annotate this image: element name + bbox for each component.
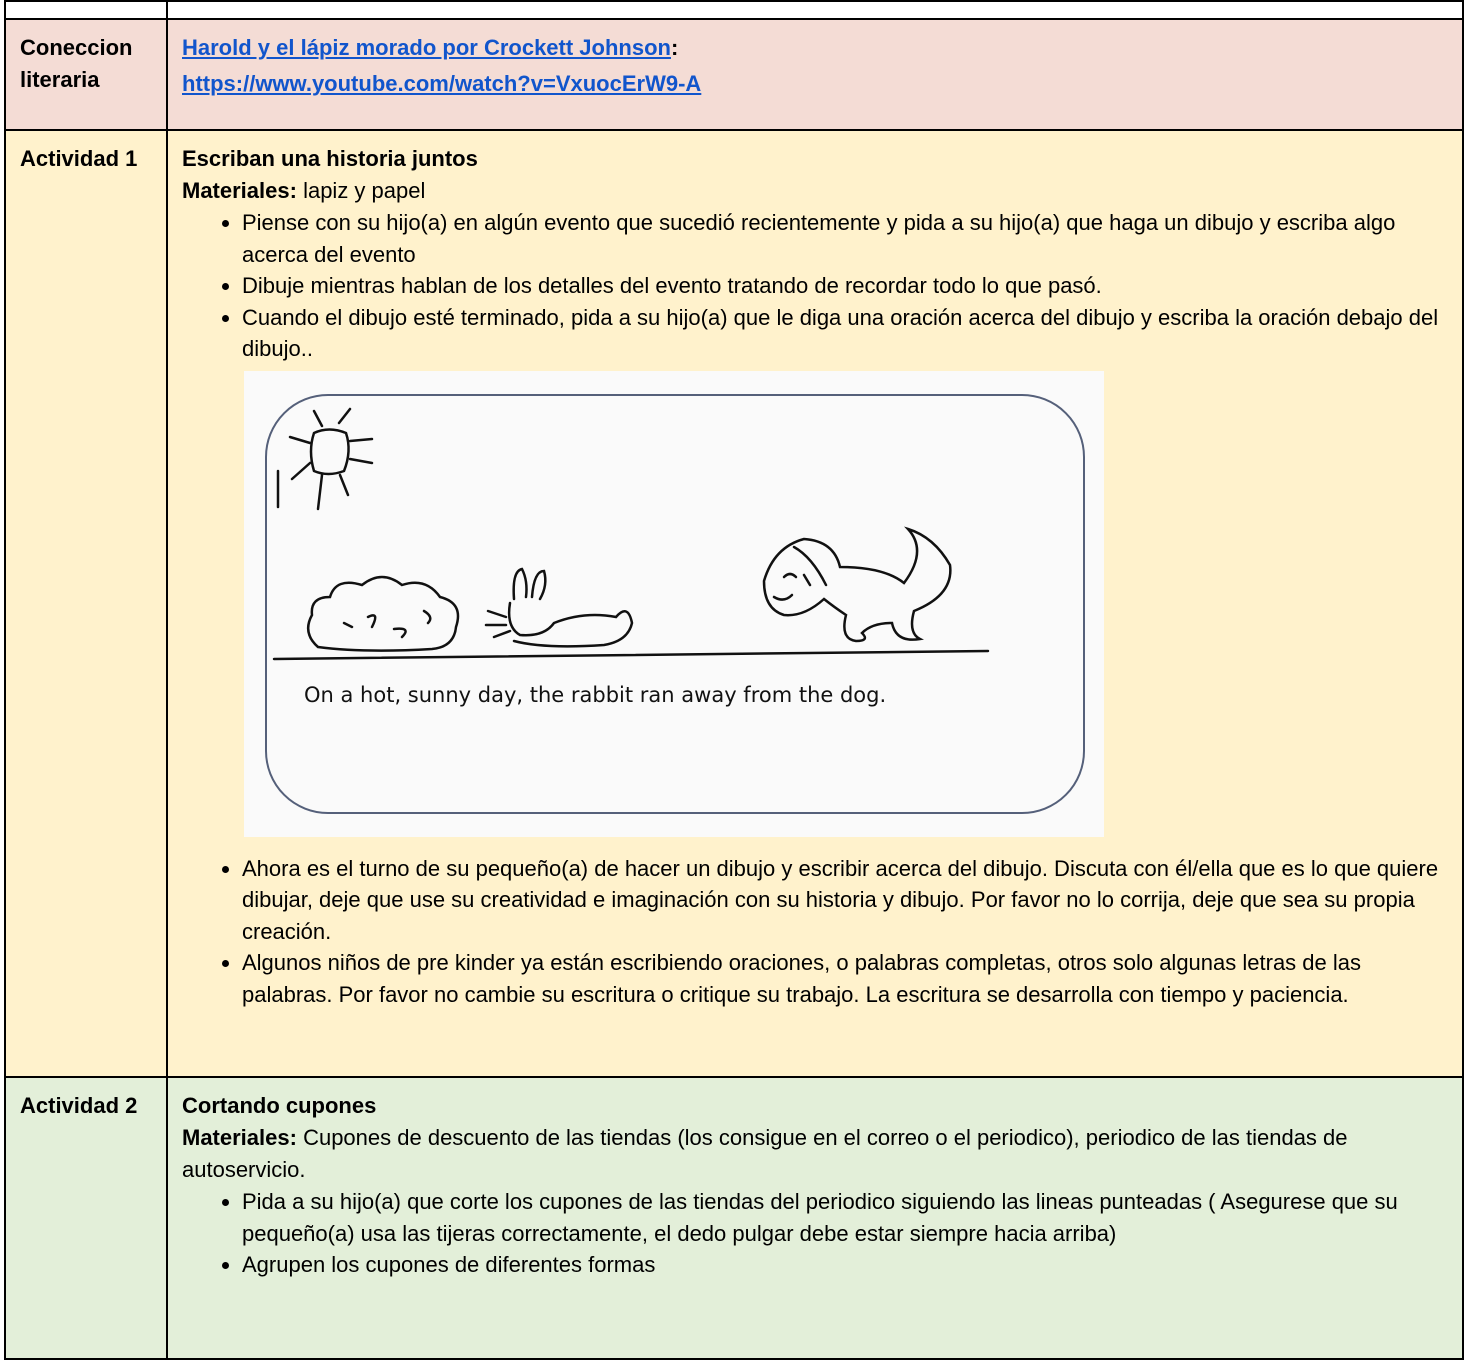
bullet: Cuando el dibujo esté terminado, pida a … (242, 302, 1448, 365)
bullet: Algunos niños de pre kinder ya están esc… (242, 947, 1448, 1010)
table-row (4, 0, 1464, 20)
document: Coneccion literaria Harold y el lápiz mo… (4, 0, 1464, 1360)
sun (276, 407, 374, 510)
page: Actividades html, body { margin: 0; padd… (0, 0, 1468, 1324)
link-suffix: : (670, 35, 679, 60)
materials-label: Materiales: (182, 1125, 297, 1150)
row-label: Actividad 2 (4, 1076, 168, 1360)
bullet: Ahora es el turno de su pequeño(a) de ha… (242, 853, 1448, 948)
bullet-list: Piense con su hijo(a) en algún evento qu… (182, 207, 1448, 365)
activity-title: Escriban una historia juntos (182, 146, 478, 171)
bullet: Pida a su hijo(a) que corte los cupones … (242, 1186, 1448, 1249)
image-caption: On a hot, sunny day, the rabbit ran away… (304, 682, 887, 707)
cell: Escriban una historia juntos Materiales:… (166, 129, 1464, 1078)
cell: Cortando cupones Materiales: Cupones de … (166, 1076, 1464, 1360)
table-row: Actividad 1 Escriban una historia juntos… (4, 129, 1464, 1078)
rabbit (484, 567, 634, 648)
sketch (265, 393, 1085, 814)
video-link[interactable]: https://www.youtube.com/watch?v=VxuocErW… (182, 71, 702, 96)
bullet: Piense con su hijo(a) en algún evento qu… (242, 207, 1448, 270)
example-drawing: On a hot, sunny day, the rabbit ran away… (244, 370, 1104, 837)
activity-title: Cortando cupones (182, 1093, 377, 1118)
cell (166, 0, 1464, 20)
dog (762, 525, 952, 642)
row-label: Actividad 1 (4, 129, 168, 1078)
table-row: Actividad 2 Cortando cupones Materiales:… (4, 1076, 1464, 1360)
ground (272, 649, 990, 660)
bullet: Dibuje mientras hablan de los detalles d… (242, 270, 1448, 302)
materials: Materiales: lapiz y papel (182, 175, 1448, 207)
url-line: https://www.youtube.com/watch?v=VxuocErW… (182, 68, 1448, 100)
materials-text: Cupones de descuento de las tiendas (los… (182, 1125, 1348, 1182)
activity-table: Coneccion literaria Harold y el lápiz mo… (4, 0, 1464, 1360)
bullet: Agrupen los cupones de diferentes formas (242, 1249, 1448, 1281)
materials-label: Materiales: (182, 178, 297, 203)
cell: Harold y el lápiz morado por Crockett Jo… (166, 18, 1464, 131)
bush (306, 575, 460, 652)
body: {"table": {"rows": [ {"label": "Coneccio… (0, 0, 1468, 1324)
materials-text: lapiz y papel (303, 178, 426, 203)
book-link[interactable]: Harold y el lápiz morado por Crockett Jo… (182, 35, 671, 60)
link-line: Harold y el lápiz morado por Crockett Jo… (182, 32, 1448, 64)
bullet-list: Pida a su hijo(a) que corte los cupones … (182, 1186, 1448, 1281)
bullet-list: Ahora es el turno de su pequeño(a) de ha… (182, 853, 1448, 1011)
cell (4, 0, 168, 20)
frame (265, 393, 1085, 814)
row-label: Coneccion literaria (4, 18, 168, 131)
table-row: Coneccion literaria Harold y el lápiz mo… (4, 18, 1464, 131)
materials: Materiales: Cupones de descuento de las … (182, 1122, 1448, 1186)
